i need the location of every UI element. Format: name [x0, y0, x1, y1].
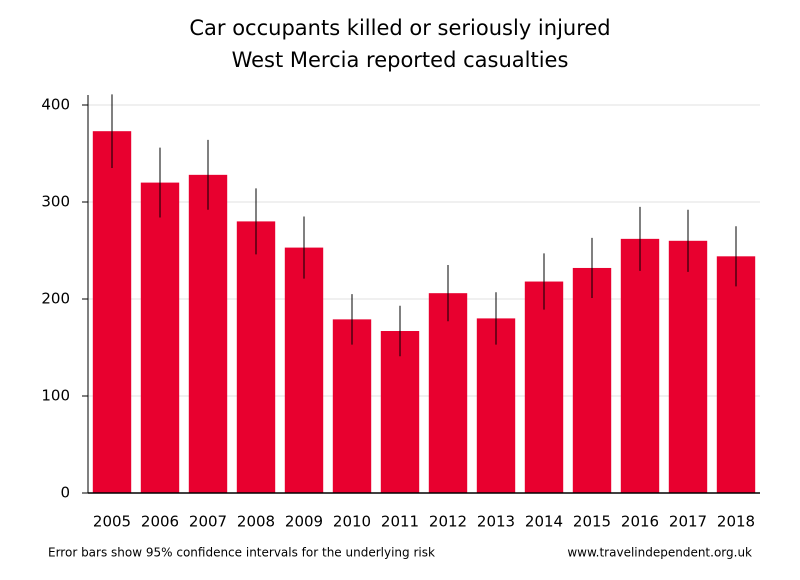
- x-tick-label: 2018: [717, 513, 755, 531]
- bar: [716, 256, 756, 493]
- bar: [188, 174, 228, 493]
- x-tick-label: 2011: [381, 513, 419, 531]
- x-tick-label: 2009: [285, 513, 323, 531]
- x-tick-label: 2010: [333, 513, 371, 531]
- y-tick-label: 300: [41, 193, 70, 211]
- bar: [236, 221, 276, 493]
- bar: [668, 240, 708, 493]
- x-tick-label: 2014: [525, 513, 563, 531]
- note: Error bars show 95% confidence intervals…: [48, 546, 435, 560]
- x-tick-label: 2016: [621, 513, 659, 531]
- x-tick-label: 2006: [141, 513, 179, 531]
- bar: [428, 293, 468, 493]
- y-tick-label: 100: [41, 387, 70, 405]
- x-tick-label: 2017: [669, 513, 707, 531]
- y-tick-label: 0: [60, 484, 70, 502]
- bar: [332, 319, 372, 493]
- bar: [380, 331, 420, 493]
- x-tick-label: 2012: [429, 513, 467, 531]
- chart-subtitle: West Mercia reported casualties: [232, 48, 569, 72]
- x-tick-label: 2015: [573, 513, 611, 531]
- x-tick-label: 2007: [189, 513, 227, 531]
- bar: [140, 182, 180, 493]
- bar: [524, 281, 564, 493]
- source: www.travelindependent.org.uk: [567, 546, 752, 560]
- bar: [476, 318, 516, 493]
- x-tick-label: 2005: [93, 513, 131, 531]
- y-tick-label: 400: [41, 96, 70, 114]
- bar: [284, 247, 324, 493]
- bar: [92, 131, 132, 493]
- bar: [620, 238, 660, 493]
- x-tick-label: 2008: [237, 513, 275, 531]
- chart-title: Car occupants killed or seriously injure…: [189, 16, 610, 40]
- bar: [572, 267, 612, 493]
- y-tick-label: 200: [41, 290, 70, 308]
- x-tick-label: 2013: [477, 513, 515, 531]
